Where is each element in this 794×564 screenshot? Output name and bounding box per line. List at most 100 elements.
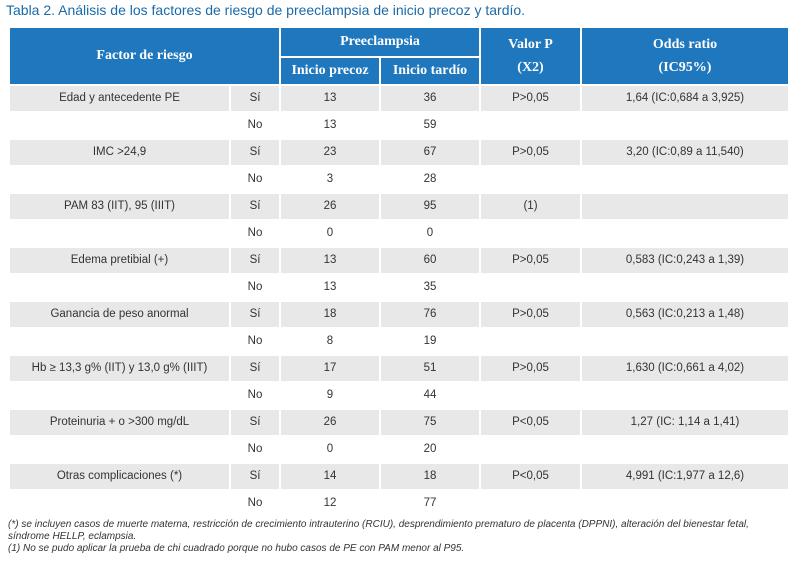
late-onset-cell: 35 xyxy=(381,275,479,300)
late-onset-cell: 95 xyxy=(381,194,479,219)
late-onset-cell: 36 xyxy=(381,86,479,111)
early-onset-cell: 13 xyxy=(281,275,379,300)
late-onset-cell: 44 xyxy=(381,383,479,408)
factor-cell: PAM 83 (IIT), 95 (IIIT) xyxy=(10,194,229,219)
late-onset-cell: 0 xyxy=(381,221,479,246)
odds-ratio-cell xyxy=(582,437,788,462)
p-value-cell: P>0,05 xyxy=(481,302,580,327)
late-onset-cell: 76 xyxy=(381,302,479,327)
late-onset-cell: 28 xyxy=(381,167,479,192)
factor-cell xyxy=(10,167,229,192)
late-onset-cell: 59 xyxy=(381,113,479,138)
early-onset-cell: 14 xyxy=(281,464,379,489)
odds-ratio-cell xyxy=(582,167,788,192)
header-early-onset: Inicio precoz xyxy=(281,58,379,84)
late-onset-cell: 20 xyxy=(381,437,479,462)
header-p-value: Valor P (X2) xyxy=(481,28,580,84)
factor-cell xyxy=(10,437,229,462)
early-onset-cell: 3 xyxy=(281,167,379,192)
answer-cell: No xyxy=(231,437,279,462)
p-value-cell xyxy=(481,383,580,408)
factor-cell: Otras complicaciones (*) xyxy=(10,464,229,489)
answer-cell: No xyxy=(231,167,279,192)
answer-cell: Sí xyxy=(231,356,279,381)
footnote-complications: (*) se incluyen casos de muerte materna,… xyxy=(8,519,749,542)
odds-ratio-cell xyxy=(582,275,788,300)
odds-ratio-cell xyxy=(582,329,788,354)
late-onset-cell: 60 xyxy=(381,248,479,273)
answer-cell: No xyxy=(231,113,279,138)
odds-ratio-cell: 1,64 (IC:0,684 a 3,925) xyxy=(582,86,788,111)
answer-cell: Sí xyxy=(231,464,279,489)
answer-cell: Sí xyxy=(231,86,279,111)
table-row: No 9 44 xyxy=(10,383,788,408)
p-value-cell xyxy=(481,221,580,246)
late-onset-cell: 51 xyxy=(381,356,479,381)
answer-cell: No xyxy=(231,491,279,516)
p-value-cell xyxy=(481,113,580,138)
table-body: Edad y antecedente PE Sí 13 36 P>0,05 1,64 (I… xyxy=(10,86,788,516)
answer-cell: No xyxy=(231,383,279,408)
odds-ratio-cell: 1,630 (IC:0,661 a 4,02) xyxy=(582,356,788,381)
footnotes: (*) se incluyen casos de muerte materna,… xyxy=(8,519,788,555)
factor-cell: IMC >24,9 xyxy=(10,140,229,165)
factor-cell: Ganancia de peso anormal xyxy=(10,302,229,327)
p-value-cell xyxy=(481,329,580,354)
early-onset-cell: 12 xyxy=(281,491,379,516)
answer-cell: No xyxy=(231,221,279,246)
table-row: No 8 19 xyxy=(10,329,788,354)
factor-cell: Proteinuria + o >300 mg/dL xyxy=(10,410,229,435)
odds-ratio-cell: 3,20 (IC:0,89 a 11,540) xyxy=(582,140,788,165)
odds-ratio-cell xyxy=(582,383,788,408)
table-row: Otras complicaciones (*) Sí 14 18 P<0,05 4,99… xyxy=(10,464,788,489)
table-row: IMC >24,9 Sí 23 67 P>0,05 3,20 (IC:0,89 a 11,… xyxy=(10,140,788,165)
footnote-chi-square: (1) No se pudo aplicar la prueba de chi … xyxy=(8,543,465,554)
odds-ratio-cell: 0,563 (IC:0,213 a 1,48) xyxy=(582,302,788,327)
factor-cell xyxy=(10,275,229,300)
answer-cell: Sí xyxy=(231,248,279,273)
table-row: Edema pretibial (+) Sí 13 60 P>0,05 0,583 (IC… xyxy=(10,248,788,273)
late-onset-cell: 19 xyxy=(381,329,479,354)
odds-ratio-cell xyxy=(582,113,788,138)
header-preeclampsia: Preeclampsia xyxy=(281,28,479,56)
early-onset-cell: 0 xyxy=(281,437,379,462)
header-factor: Factor de riesgo xyxy=(10,28,279,84)
early-onset-cell: 8 xyxy=(281,329,379,354)
factor-cell xyxy=(10,221,229,246)
p-value-cell: P>0,05 xyxy=(481,356,580,381)
odds-ratio-cell: 0,583 (IC:0,243 a 1,39) xyxy=(582,248,788,273)
odds-ratio-cell: 1,27 (IC: 1,14 a 1,41) xyxy=(582,410,788,435)
factor-cell: Edema pretibial (+) xyxy=(10,248,229,273)
early-onset-cell: 26 xyxy=(281,194,379,219)
table-row: Proteinuria + o >300 mg/dL Sí 26 75 P<0,05 1,… xyxy=(10,410,788,435)
header-odds-ratio: Odds ratio (IC95%) xyxy=(582,28,788,84)
odds-ratio-cell: 4,991 (IC:1,977 a 12,6) xyxy=(582,464,788,489)
p-value-cell xyxy=(481,167,580,192)
late-onset-cell: 77 xyxy=(381,491,479,516)
p-value-cell: P<0,05 xyxy=(481,464,580,489)
answer-cell: No xyxy=(231,329,279,354)
p-value-cell: P<0,05 xyxy=(481,410,580,435)
early-onset-cell: 26 xyxy=(281,410,379,435)
answer-cell: Sí xyxy=(231,194,279,219)
factor-cell xyxy=(10,329,229,354)
answer-cell: Sí xyxy=(231,410,279,435)
p-value-cell xyxy=(481,275,580,300)
p-value-cell: P>0,05 xyxy=(481,140,580,165)
early-onset-cell: 13 xyxy=(281,248,379,273)
odds-ratio-cell xyxy=(582,194,788,219)
answer-cell: Sí xyxy=(231,302,279,327)
table-row: No 13 59 xyxy=(10,113,788,138)
early-onset-cell: 13 xyxy=(281,86,379,111)
early-onset-cell: 9 xyxy=(281,383,379,408)
table-row: No 13 35 xyxy=(10,275,788,300)
table-row: No 0 0 xyxy=(10,221,788,246)
p-value-cell: P>0,05 xyxy=(481,86,580,111)
odds-ratio-cell xyxy=(582,491,788,516)
header-or-line2: (IC95%) xyxy=(658,59,712,75)
header-late-onset: Inicio tardío xyxy=(381,58,479,84)
late-onset-cell: 67 xyxy=(381,140,479,165)
table-row: No 0 20 xyxy=(10,437,788,462)
odds-ratio-cell xyxy=(582,221,788,246)
late-onset-cell: 18 xyxy=(381,464,479,489)
